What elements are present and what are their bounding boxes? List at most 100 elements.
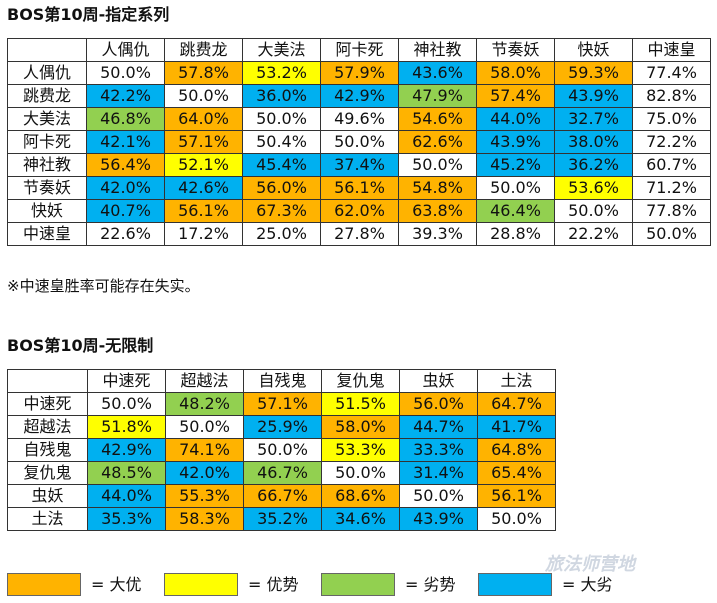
winrate-cell: 35.3% (87, 507, 166, 531)
winrate-cell: 45.4% (242, 153, 321, 177)
column-header: 复仇鬼 (321, 369, 400, 393)
watermark-text: 旅法师营地 (545, 554, 635, 575)
table-row: 中速死 50.0% 48.2% 57.1% 51.5% 56.0% 64.7% (7, 392, 556, 416)
winrate-cell: 56.4% (86, 153, 165, 177)
winrate-cell: 53.3% (321, 438, 400, 462)
legend-label-big-advantage: = 大优 (91, 575, 142, 594)
row-header: 自残鬼 (7, 438, 88, 462)
table-row: 人偶仇 50.0% 57.8% 53.2% 57.9% 43.6% 58.0% 59.3% 77… (7, 61, 711, 85)
table-row: 土法 35.3% 58.3% 35.2% 34.6% 43.9% 50.0% (7, 507, 556, 531)
row-header: 阿卡死 (7, 130, 87, 154)
winrate-cell: 65.4% (477, 461, 556, 485)
winrate-cell: 50.4% (242, 130, 321, 154)
winrate-cell: 63.8% (398, 199, 477, 223)
column-header: 神社教 (398, 38, 477, 62)
winrate-cell: 22.6% (86, 222, 165, 246)
winrate-cell: 50.0% (321, 461, 400, 485)
winrate-cell: 56.1% (320, 176, 399, 200)
winrate-cell: 53.6% (554, 176, 633, 200)
table-row: 快妖 40.7% 56.1% 67.3% 62.0% 63.8% 46.4% 50.0% 77.… (7, 199, 711, 223)
header-row: 中速死 超越法 自残鬼 复仇鬼 虫妖 土法 (7, 369, 556, 393)
winrate-cell: 36.2% (554, 153, 633, 177)
row-header: 快妖 (7, 199, 87, 223)
winrate-cell: 77.8% (632, 199, 711, 223)
row-header: 中速皇 (7, 222, 87, 246)
winrate-cell: 50.0% (86, 61, 165, 85)
row-header: 虫妖 (7, 484, 88, 508)
column-header: 节奏妖 (476, 38, 555, 62)
winrate-cell: 56.0% (242, 176, 321, 200)
legend-label-disadvantage: = 劣势 (405, 575, 456, 594)
row-header: 神社教 (7, 153, 87, 177)
winrate-cell: 60.7% (632, 153, 711, 177)
winrate-cell: 77.4% (632, 61, 711, 85)
winrate-cell: 54.6% (398, 107, 477, 131)
winrate-cell: 43.6% (398, 61, 477, 85)
winrate-cell: 27.8% (320, 222, 399, 246)
winrate-cell: 59.3% (554, 61, 633, 85)
winrate-cell: 56.1% (164, 199, 243, 223)
winrate-cell: 57.8% (164, 61, 243, 85)
row-header: 中速死 (7, 392, 88, 416)
winrate-cell: 67.3% (242, 199, 321, 223)
winrate-cell: 45.2% (476, 153, 555, 177)
winrate-cell: 58.0% (321, 415, 400, 439)
winrate-cell: 62.0% (320, 199, 399, 223)
winrate-cell: 25.0% (242, 222, 321, 246)
winrate-cell: 50.0% (477, 507, 556, 531)
winrate-cell: 74.1% (165, 438, 244, 462)
winrate-cell: 82.8% (632, 84, 711, 108)
winrate-cell: 58.0% (476, 61, 555, 85)
winrate-cell: 43.9% (476, 130, 555, 154)
winrate-cell: 42.2% (86, 84, 165, 108)
winrate-cell: 48.2% (165, 392, 244, 416)
corner-cell (7, 369, 88, 393)
winrate-cell: 50.0% (320, 130, 399, 154)
row-header: 节奏妖 (7, 176, 87, 200)
winrate-cell: 68.6% (321, 484, 400, 508)
legend-swatch-disadvantage (321, 573, 395, 596)
legend-swatch-big-advantage (7, 573, 81, 596)
header-row: 人偶仇 跳费龙 大美法 阿卡死 神社教 节奏妖 快妖 中速皇 (7, 38, 711, 62)
winrate-cell: 31.4% (399, 461, 478, 485)
winrate-cell: 40.7% (86, 199, 165, 223)
row-header: 复仇鬼 (7, 461, 88, 485)
column-header: 人偶仇 (86, 38, 165, 62)
winrate-cell: 58.3% (165, 507, 244, 531)
winrate-cell: 42.0% (86, 176, 165, 200)
winrate-cell: 64.7% (477, 392, 556, 416)
legend-swatch-big-disadvantage (478, 573, 552, 596)
footnote: ※中速皇胜率可能存在失实。 (7, 277, 200, 295)
winrate-cell: 55.3% (165, 484, 244, 508)
winrate-cell: 49.6% (320, 107, 399, 131)
row-header: 人偶仇 (7, 61, 87, 85)
legend-label-big-disadvantage: = 大劣 (562, 575, 613, 594)
winrate-cell: 64.8% (477, 438, 556, 462)
winrate-cell: 50.0% (632, 222, 711, 246)
winrate-cell: 43.9% (399, 507, 478, 531)
winrate-cell: 46.4% (476, 199, 555, 223)
winrate-cell: 42.6% (164, 176, 243, 200)
winrate-cell: 44.7% (399, 415, 478, 439)
winrate-cell: 43.9% (554, 84, 633, 108)
table-row: 神社教 56.4% 52.1% 45.4% 37.4% 50.0% 45.2% 36.2% 60… (7, 153, 711, 177)
row-header: 超越法 (7, 415, 88, 439)
winrate-cell: 62.6% (398, 130, 477, 154)
winrate-cell: 28.8% (476, 222, 555, 246)
winrate-cell: 38.0% (554, 130, 633, 154)
winrate-cell: 42.0% (165, 461, 244, 485)
table-row: 阿卡死 42.1% 57.1% 50.4% 50.0% 62.6% 43.9% 38.0% 72… (7, 130, 711, 154)
table-row: 节奏妖 42.0% 42.6% 56.0% 56.1% 54.8% 50.0% 53.6% 71… (7, 176, 711, 200)
winrate-cell: 44.0% (476, 107, 555, 131)
winrate-cell: 33.3% (399, 438, 478, 462)
table-row: 跳费龙 42.2% 50.0% 36.0% 42.9% 47.9% 57.4% 43.9% 82… (7, 84, 711, 108)
row-header: 土法 (7, 507, 88, 531)
winrate-cell: 51.8% (87, 415, 166, 439)
winrate-cell: 72.2% (632, 130, 711, 154)
winrate-cell: 50.0% (398, 153, 477, 177)
winrate-cell: 57.4% (476, 84, 555, 108)
watermark-logo: 旅法师营地 (545, 545, 715, 585)
winrate-cell: 32.7% (554, 107, 633, 131)
winrate-cell: 57.9% (320, 61, 399, 85)
table-row: 中速皇 22.6% 17.2% 25.0% 27.8% 39.3% 28.8% 22.2% 50… (7, 222, 711, 246)
